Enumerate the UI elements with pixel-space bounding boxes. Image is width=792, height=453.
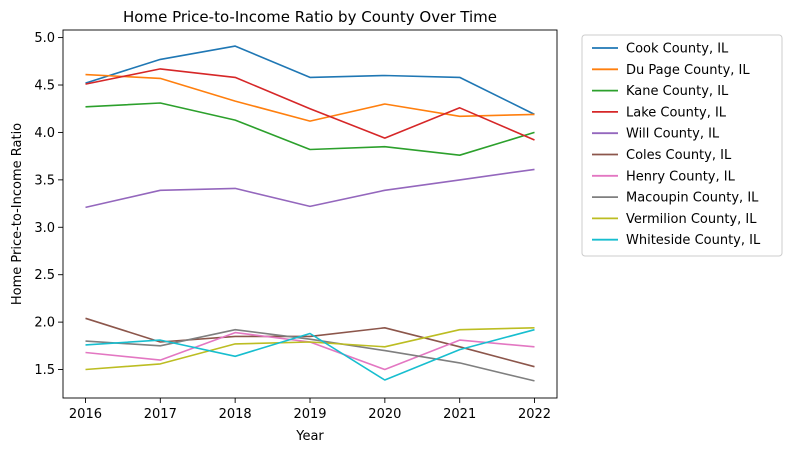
legend-frame — [581, 34, 783, 257]
chart-title: Home Price-to-Income Ratio by County Ove… — [123, 8, 497, 26]
legend-label-4: Lake County, IL — [626, 105, 727, 120]
series-line-2 — [85, 73, 535, 122]
x-axis: 2016 2017 2018 2019 2020 2021 2022 — [69, 398, 551, 422]
x-tick-label: 2018 — [219, 407, 252, 422]
series-line-4 — [85, 68, 535, 141]
series-line-9 — [85, 327, 535, 371]
y-tick-label: 5.0 — [34, 31, 55, 46]
x-tick-label: 2017 — [144, 407, 177, 422]
y-tick-label: 3.0 — [34, 221, 55, 236]
legend-label-2: Du Page County, IL — [626, 63, 750, 78]
x-tick-label: 2022 — [518, 407, 551, 422]
x-axis-label: Year — [295, 429, 324, 444]
legend: Cook County, IL Du Page County, IL Kane Co… — [581, 34, 783, 257]
series-line-1 — [85, 45, 535, 116]
y-tick-label: 3.5 — [34, 173, 55, 188]
series-line-3 — [85, 102, 535, 156]
legend-label-7: Henry County, IL — [626, 169, 736, 184]
legend-label-6: Coles County, IL — [626, 148, 732, 163]
x-tick-label: 2020 — [368, 407, 401, 422]
legend-label-5: Will County, IL — [626, 127, 720, 142]
y-tick-label: 2.5 — [34, 268, 55, 283]
x-tick-label: 2021 — [443, 407, 476, 422]
y-tick-label: 2.0 — [34, 316, 55, 331]
legend-label-8: Macoupin County, IL — [626, 191, 759, 206]
y-axis: 1.5 2.0 2.5 3.0 3.5 4.0 4.5 5.0 — [34, 31, 63, 378]
legend-label-3: Kane County, IL — [626, 84, 729, 99]
y-tick-label: 4.5 — [34, 79, 55, 94]
legend-label-1: Cook County, IL — [626, 42, 729, 57]
x-tick-label: 2019 — [293, 407, 326, 422]
x-tick-label: 2016 — [69, 407, 102, 422]
series-line-10 — [85, 328, 535, 381]
series-line-8 — [85, 328, 535, 382]
series-line-6 — [85, 317, 535, 368]
legend-label-10: Whiteside County, IL — [626, 233, 761, 248]
series-line-5 — [85, 168, 535, 209]
plot-area — [85, 45, 535, 382]
y-tick-label: 1.5 — [34, 363, 55, 378]
y-axis-label: Home Price-to-Income Ratio — [10, 123, 25, 305]
y-tick-label: 4.0 — [34, 126, 55, 141]
legend-label-9: Vermilion County, IL — [626, 212, 757, 227]
